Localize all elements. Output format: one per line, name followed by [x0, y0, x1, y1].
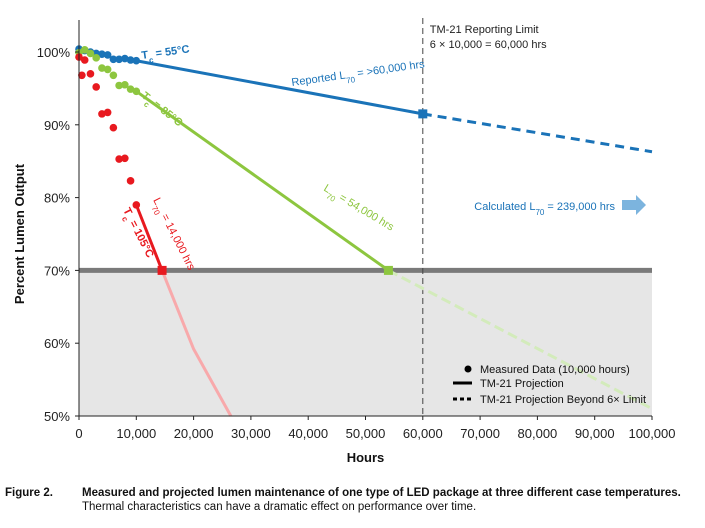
series-105-point	[80, 56, 89, 64]
series-55-l70-marker	[418, 109, 428, 119]
right-arrow-icon	[622, 195, 646, 215]
legend: Measured Data (10,000 hours) TM-21 Proje…	[453, 364, 646, 406]
below-l70-shaded-region	[79, 270, 652, 416]
x-tick-label: 50,000	[346, 426, 386, 441]
series-layer	[75, 45, 653, 417]
series-85-point	[132, 87, 141, 96]
figure-label: Figure 2.	[5, 487, 53, 499]
legend-item-projection: TM-21 Projection	[480, 378, 564, 390]
series-85-point	[103, 65, 112, 74]
series-85-point	[121, 80, 129, 89]
series-85-point	[80, 46, 89, 54]
series-55-point	[103, 51, 112, 59]
series-105-point	[92, 83, 100, 91]
series-55-point	[121, 54, 129, 63]
y-tick-label: 80%	[44, 191, 70, 206]
series-55-projection	[136, 59, 424, 116]
x-tick-label: 90,000	[575, 426, 615, 441]
series-105-l70-marker	[157, 265, 167, 275]
x-axis-label: Hours	[347, 450, 385, 465]
series-85-l70-marker	[383, 265, 393, 275]
series-85-point	[115, 81, 123, 90]
series-105-point	[109, 123, 118, 132]
series-55-projection-beyond	[422, 112, 653, 154]
calculated-l70-callout: Calculated L70 = 239,000 hrs	[474, 201, 615, 217]
x-tick-label: 20,000	[174, 426, 214, 441]
series-105-point	[126, 177, 135, 185]
l70-14000-note: L70 = 14,000 hrs	[147, 196, 197, 274]
caption-subtitle: Thermal characteristics can have a drama…	[82, 501, 477, 513]
series-85-projection	[135, 90, 390, 272]
y-tick-label: 90%	[44, 118, 70, 133]
y-tick-label: 70%	[44, 263, 70, 278]
x-tick-label: 30,000	[231, 426, 271, 441]
reporting-limit-subtitle: 6 × 10,000 = 60,000 hrs	[430, 39, 547, 51]
series-85-point	[126, 85, 135, 93]
label-tc-85: Tc = 85°C	[137, 90, 185, 132]
series-55-point	[98, 50, 106, 58]
lumen-maintenance-chart: TM-21 Reporting Limit 6 × 10,000 = 60,00…	[12, 18, 676, 465]
reported-l70-note: Reported L70 = >60,000 hrs	[291, 58, 427, 92]
series-85-point	[98, 64, 106, 72]
series-105-point	[103, 108, 112, 117]
y-tick-label: 50%	[44, 409, 70, 424]
series-105-point	[121, 154, 129, 163]
x-tick-label: 0	[75, 426, 82, 441]
series-55-point	[132, 56, 141, 65]
series-105-point	[115, 155, 123, 163]
legend-item-beyond-limit: TM-21 Projection Beyond 6× Limit	[480, 394, 646, 406]
label-tc-105: Tc = 105°C	[117, 206, 156, 262]
caption-title: Measured and projected lumen maintenance…	[82, 487, 681, 499]
reporting-limit-title: TM-21 Reporting Limit	[430, 24, 539, 36]
series-85-point	[86, 49, 95, 58]
series-105-point	[132, 201, 141, 209]
x-tick-label: 10,000	[116, 426, 156, 441]
legend-dot-icon	[464, 365, 472, 373]
series-85-point	[92, 54, 100, 62]
series-55-point	[126, 56, 135, 64]
series-105-projection-beyond	[160, 269, 233, 417]
figure-caption: Figure 2. Measured and projected lumen m…	[5, 487, 700, 513]
y-axis-label: Percent Lumen Output	[12, 163, 27, 304]
series-55-point	[109, 55, 118, 64]
legend-item-measured: Measured Data (10,000 hours)	[480, 364, 630, 376]
series-85-projection-beyond	[387, 269, 653, 411]
x-tick-label: 80,000	[518, 426, 558, 441]
y-tick-labels: 50% 60% 70% 80% 90% 100%	[37, 45, 79, 424]
y-tick-label: 100%	[37, 45, 71, 60]
x-tick-label: 70,000	[460, 426, 500, 441]
label-tc-55: Tc = 55°C	[141, 43, 191, 65]
series-105-point	[98, 110, 106, 118]
series-85-point	[109, 71, 118, 80]
series-55-point	[115, 55, 123, 64]
x-tick-labels: 0 10,000 20,000 30,000 40,000 50,000 60,000 70,…	[75, 416, 676, 441]
series-105-point	[78, 71, 86, 80]
x-tick-label: 40,000	[288, 426, 328, 441]
series-105-projection	[134, 204, 164, 271]
x-tick-label: 100,000	[629, 426, 676, 441]
series-105-point	[86, 70, 95, 78]
x-tick-label: 60,000	[403, 426, 443, 441]
y-tick-label: 60%	[44, 336, 70, 351]
